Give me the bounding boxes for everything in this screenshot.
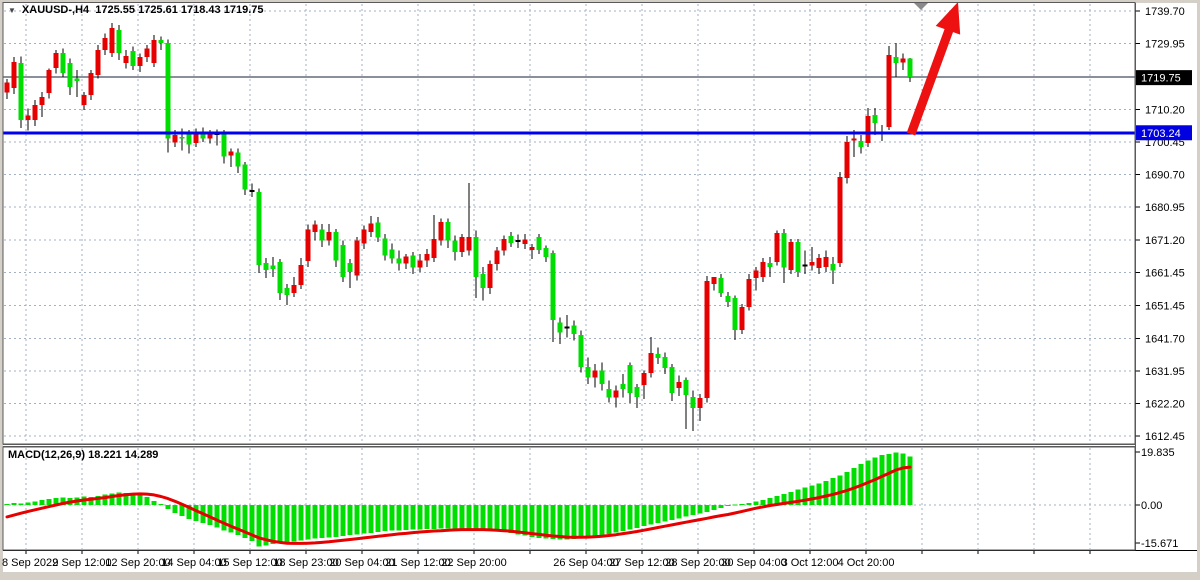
time-axis-label: 30 Sep 04:00 bbox=[721, 557, 786, 569]
time-axis-label: 3 Oct 12:00 bbox=[782, 557, 839, 569]
time-axis-label: 12 Sep 20:00 bbox=[105, 557, 170, 569]
svg-text:1719.75: 1719.75 bbox=[1141, 73, 1181, 85]
grid-layer bbox=[4, 4, 1134, 549]
chart-title-ohlc: XAUUSD-,H4 1725.55 1725.61 1718.43 1719.… bbox=[21, 4, 264, 16]
time-axis-label: 15 Sep 12:00 bbox=[217, 557, 282, 569]
time-axis-label: 20 Sep 04:00 bbox=[329, 557, 394, 569]
time-axis-label: 26 Sep 04:00 bbox=[553, 557, 618, 569]
time-axis-label: 4 Oct 20:00 bbox=[838, 557, 895, 569]
time-axis-label: 18 Sep 23:00 bbox=[273, 557, 338, 569]
time-axis-label: 22 Sep 20:00 bbox=[441, 557, 506, 569]
time-axis-label: 8 Sep 2022 bbox=[2, 557, 58, 569]
time-axis-label: 21 Sep 12:00 bbox=[385, 557, 450, 569]
svg-text:1671.20: 1671.20 bbox=[1145, 235, 1185, 247]
svg-text:1680.95: 1680.95 bbox=[1145, 202, 1185, 214]
svg-text:1739.70: 1739.70 bbox=[1145, 6, 1185, 18]
symbol-dropdown-caret[interactable]: ▼ bbox=[8, 5, 16, 15]
time-axis-label: 9 Sep 12:00 bbox=[52, 557, 111, 569]
svg-text:1690.70: 1690.70 bbox=[1145, 170, 1185, 182]
time-axis-label: 27 Sep 12:00 bbox=[609, 557, 674, 569]
time-axis-label: 28 Sep 20:00 bbox=[665, 557, 730, 569]
svg-text:1622.20: 1622.20 bbox=[1145, 398, 1185, 410]
svg-text:1612.45: 1612.45 bbox=[1145, 431, 1185, 443]
support-price-tag: 1703.24 bbox=[1136, 125, 1192, 141]
svg-text:1729.95: 1729.95 bbox=[1145, 39, 1185, 51]
svg-text:1651.45: 1651.45 bbox=[1145, 301, 1185, 313]
svg-text:1703.24: 1703.24 bbox=[1141, 128, 1181, 140]
current-price-tag: 1719.75 bbox=[1136, 70, 1192, 86]
macd-signal-line bbox=[5, 465, 912, 545]
macd-panel-border bbox=[2, 446, 1136, 551]
svg-text:1641.70: 1641.70 bbox=[1145, 333, 1185, 345]
svg-text:1710.20: 1710.20 bbox=[1145, 105, 1185, 117]
svg-text:1661.45: 1661.45 bbox=[1145, 267, 1185, 279]
chart-header: ▼ XAUUSD-,H4 1725.55 1725.61 1718.43 171… bbox=[8, 4, 263, 16]
svg-text:1631.95: 1631.95 bbox=[1145, 366, 1185, 378]
macd-indicator-label: MACD(12,26,9) 18.221 14.289 bbox=[8, 449, 159, 461]
main-panel-border bbox=[2, 2, 1136, 445]
trend-arrow-icon[interactable] bbox=[906, 2, 961, 136]
svg-text:19.835: 19.835 bbox=[1141, 447, 1175, 459]
time-axis-label: 14 Sep 04:00 bbox=[161, 557, 226, 569]
chart-shift-marker-icon[interactable] bbox=[914, 3, 928, 10]
candles-layer bbox=[4, 23, 913, 432]
svg-text:-15.671: -15.671 bbox=[1141, 538, 1178, 550]
chart-background bbox=[3, 3, 1197, 550]
svg-text:0.00: 0.00 bbox=[1141, 500, 1162, 512]
